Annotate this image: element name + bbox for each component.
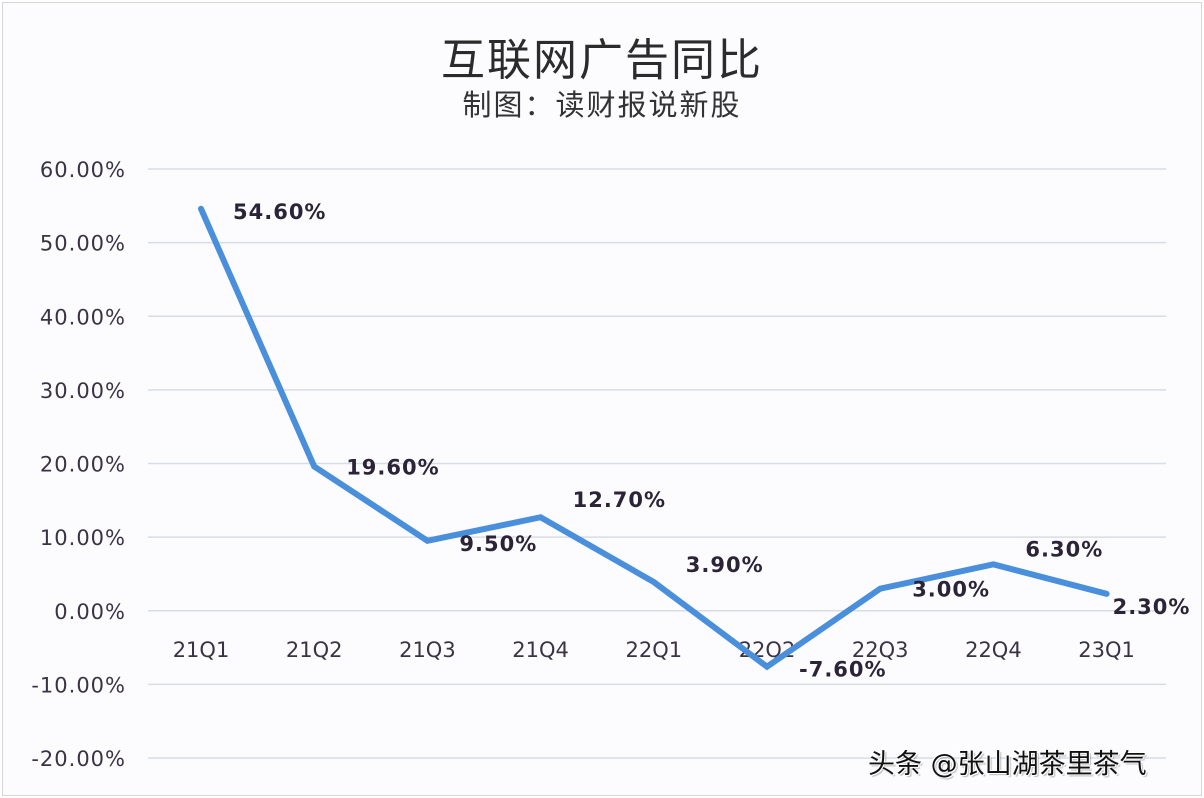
y-tick-label: -10.00% [31, 673, 126, 697]
y-tick-label: 50.00% [40, 232, 126, 256]
y-tick-label: 60.00% [40, 158, 126, 182]
x-tick-label: 21Q3 [399, 638, 456, 662]
x-tick-label: 21Q4 [512, 638, 569, 662]
data-label: 6.30% [1025, 537, 1103, 561]
x-tick-label: 21Q2 [286, 638, 343, 662]
x-tick-label: 22Q1 [625, 638, 682, 662]
data-label: 3.00% [912, 578, 990, 602]
x-tick-label: 23Q1 [1078, 638, 1135, 662]
data-label: 2.30% [1113, 595, 1191, 619]
series-line [198, 205, 1110, 671]
data-label: -7.60% [799, 658, 887, 682]
gridlines [148, 168, 1166, 759]
y-axis-ticks: 60.00% 50.00% 40.00% 30.00% 20.00% 10.00% 0.00… [31, 158, 126, 771]
chart-title: 互联网广告同比 [441, 35, 763, 86]
data-label: 19.60% [346, 455, 439, 479]
data-label: 9.50% [459, 532, 537, 556]
data-label: 3.90% [686, 553, 764, 577]
x-tick-label: 22Q3 [852, 638, 909, 662]
x-tick-label: 22Q4 [965, 638, 1022, 662]
y-tick-label: 0.00% [54, 600, 126, 624]
y-tick-label: 30.00% [40, 379, 126, 403]
watermark: 头条 @张山湖茶里茶气 [868, 749, 1147, 780]
y-tick-label: 10.00% [40, 526, 126, 550]
y-tick-label: -20.00% [31, 747, 126, 771]
data-label: 12.70% [573, 488, 666, 512]
data-labels: 54.60% 19.60% 9.50% 12.70% 3.90% -7.60% 3.00% 6… [233, 200, 1191, 682]
y-tick-label: 40.00% [40, 305, 126, 329]
y-tick-label: 20.00% [40, 453, 126, 477]
x-tick-label: 21Q1 [173, 638, 230, 662]
data-label: 54.60% [233, 200, 326, 224]
x-axis-ticks: 21Q1 21Q2 21Q3 21Q4 22Q1 22Q2 22Q3 22Q4 23Q1 [173, 638, 1135, 662]
chart-subtitle: 制图：读财报说新股 [462, 88, 742, 122]
